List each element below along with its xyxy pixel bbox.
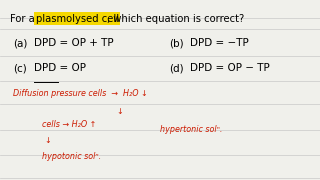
Text: (c): (c) (13, 63, 27, 73)
Text: (d): (d) (170, 63, 184, 73)
Text: hypotonic solⁿ.: hypotonic solⁿ. (42, 152, 101, 161)
Text: DPD = OP − TP: DPD = OP − TP (190, 63, 270, 73)
Text: (b): (b) (170, 38, 184, 48)
Text: ↓: ↓ (117, 107, 124, 116)
Text: (a): (a) (13, 38, 27, 48)
Text: For a: For a (10, 14, 37, 24)
Text: ↓: ↓ (44, 136, 51, 145)
Text: DPD = OP + TP: DPD = OP + TP (34, 38, 113, 48)
Text: hypertonic solⁿ.: hypertonic solⁿ. (160, 125, 222, 134)
Text: DPD = OP: DPD = OP (34, 63, 86, 73)
Text: , which equation is correct?: , which equation is correct? (107, 14, 244, 24)
Text: Diffusion pressure cells  →  H₂O ↓: Diffusion pressure cells → H₂O ↓ (13, 89, 148, 98)
Text: cells → H₂O ↑: cells → H₂O ↑ (42, 120, 96, 129)
Text: plasmolysed cell: plasmolysed cell (36, 14, 119, 24)
Text: DPD = −TP: DPD = −TP (190, 38, 249, 48)
